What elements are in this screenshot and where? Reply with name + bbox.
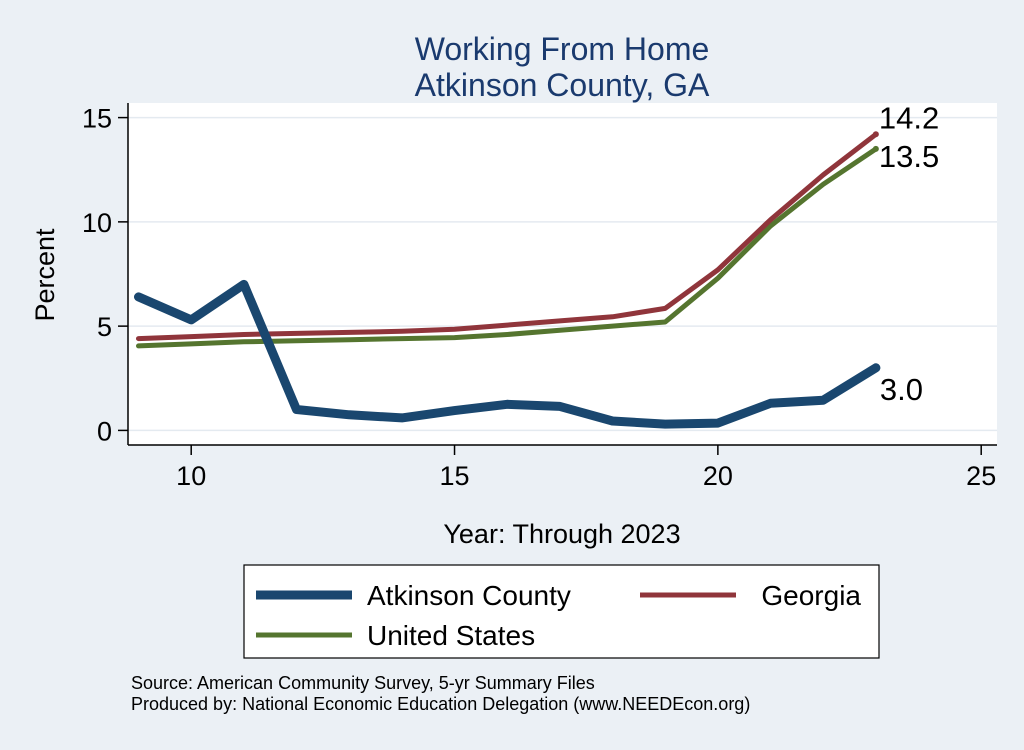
chart-title: Working From Home bbox=[415, 31, 710, 67]
y-axis-ticks: 0 5 10 15 bbox=[82, 104, 128, 446]
legend-label-atkinson-county: Atkinson County bbox=[367, 580, 571, 611]
plot-area bbox=[128, 103, 997, 445]
end-label-atkinson-county: 3.0 bbox=[880, 372, 923, 407]
end-point-georgia bbox=[872, 131, 879, 138]
end-label-united-states: 13.5 bbox=[879, 139, 939, 174]
series-line-atkinson-county bbox=[134, 279, 881, 429]
y-tick-label-0: 0 bbox=[97, 416, 112, 446]
legend-label-united-states: United States bbox=[367, 620, 535, 651]
series-line-united-states bbox=[136, 146, 879, 349]
end-point-atkinson-county bbox=[871, 363, 880, 372]
x-tick-label-15: 15 bbox=[440, 461, 470, 491]
source-note: Source: American Community Survey, 5-yr … bbox=[131, 673, 595, 693]
gridlines bbox=[128, 116, 997, 432]
end-labels: 3.0 14.2 13.5 bbox=[879, 100, 939, 407]
producer-note: Produced by: National Economic Education… bbox=[131, 694, 750, 714]
y-tick-label-5: 5 bbox=[97, 312, 112, 342]
chart-subtitle: Atkinson County, GA bbox=[415, 67, 710, 103]
series-lines bbox=[134, 131, 881, 429]
legend-label-georgia: Georgia bbox=[761, 580, 861, 611]
x-axis-label: Year: Through 2023 bbox=[443, 519, 680, 549]
x-tick-label-20: 20 bbox=[703, 461, 733, 491]
x-axis-ticks: 10 15 20 25 bbox=[176, 445, 996, 491]
x-tick-label-25: 25 bbox=[966, 461, 996, 491]
y-tick-label-10: 10 bbox=[82, 208, 112, 238]
legend-box bbox=[243, 564, 880, 659]
end-point-united-states bbox=[872, 145, 879, 152]
y-tick-label-15: 15 bbox=[82, 104, 112, 134]
legend: Atkinson County Georgia United States bbox=[256, 580, 861, 651]
end-label-georgia: 14.2 bbox=[879, 100, 939, 135]
y-axis-label: Percent bbox=[30, 228, 60, 322]
x-tick-label-10: 10 bbox=[176, 461, 206, 491]
